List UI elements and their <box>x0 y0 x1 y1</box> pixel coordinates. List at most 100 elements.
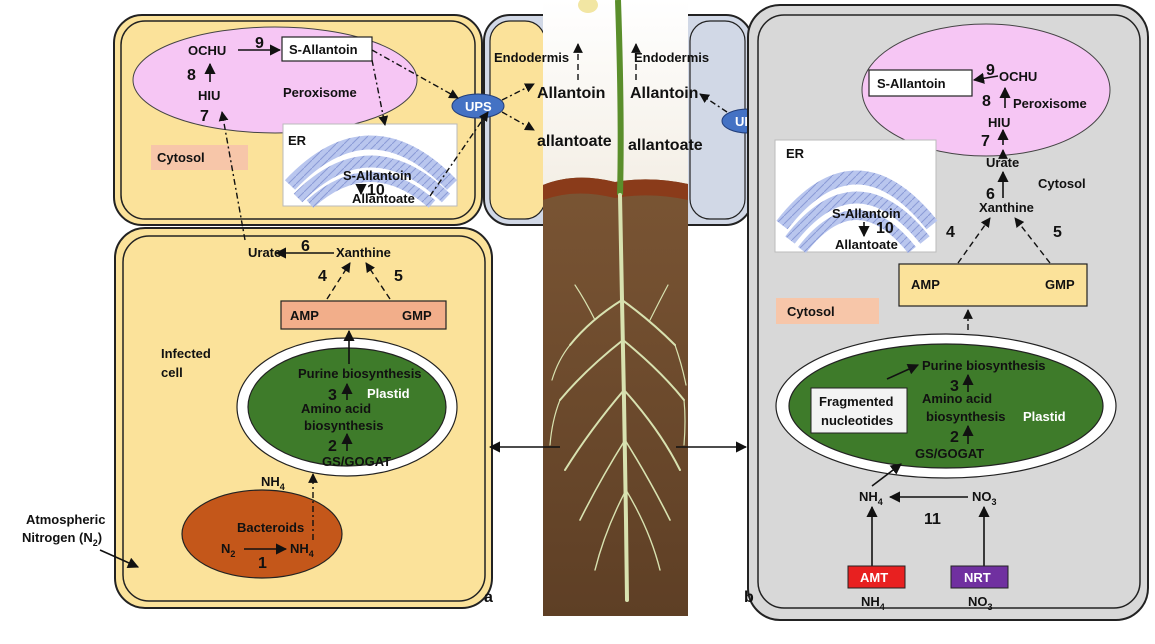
s-allantoin-label: S-Allantoin <box>289 42 358 57</box>
right-s-allantoin-box <box>868 69 973 97</box>
gmp-label: GMP <box>402 308 432 323</box>
nitrogen-label: Nitrogen (N2) <box>22 530 102 548</box>
er-label: ER <box>288 133 307 148</box>
right-peroxisome: S-Allantoin 9 OCHU 8 Peroxisome HIU 7 <box>861 23 1111 157</box>
right-hiu-label: HIU <box>988 115 1010 130</box>
right-amp-label: AMP <box>911 277 940 292</box>
right-urate-label: Urate <box>986 155 1019 170</box>
right-gmp-label: GMP <box>1045 277 1075 292</box>
s-allantoin-box <box>281 36 373 62</box>
step-10-label: 10 <box>367 182 385 199</box>
right-cytosol-tag: Cytosol <box>776 298 879 324</box>
step-1-label: 1 <box>258 555 267 572</box>
ochu-label: OCHU <box>188 43 226 58</box>
right-purine-label: Purine biosynthesis <box>922 358 1046 373</box>
right-no3-label: NO3 <box>972 489 997 507</box>
allantoate-left-label: allantoate <box>537 133 612 150</box>
nrt-no3-label: NO3 <box>968 594 993 612</box>
bacteroids-label: Bacteroids <box>237 520 304 535</box>
step-11-label: 11 <box>924 511 941 528</box>
amt-label: AMT <box>860 570 888 585</box>
right-plastid-label: Plastid <box>1023 409 1066 424</box>
right-amino-acid-label: Amino acid <box>922 391 992 406</box>
left-cytosol-tag: Cytosol <box>151 145 248 170</box>
panel-b-label: b <box>744 589 754 606</box>
step-3-label: 3 <box>328 387 337 404</box>
purine-biosynthesis-label: Purine biosynthesis <box>298 366 422 381</box>
amt-nh4-label: NH4 <box>861 594 885 612</box>
right-er-s-allantoin-label: S-Allantoin <box>832 206 901 221</box>
step-5-label: 5 <box>394 268 403 285</box>
right-cytosol-small-label: Cytosol <box>1038 176 1086 191</box>
infected-cell-label-1: Infected <box>161 346 211 361</box>
right-peroxisome-label: Peroxisome <box>1013 96 1087 111</box>
right-gs-gogat-label: GS/GOGAT <box>915 446 984 461</box>
urate-label: Urate <box>248 245 281 260</box>
allantoin-left-label: Allantoin <box>537 85 605 102</box>
nh4-label: NH4 <box>261 474 285 492</box>
infected-cell-label-2: cell <box>161 365 183 380</box>
allantoin-right-label: Allantoin <box>630 85 698 102</box>
nrt-transporter <box>950 565 1009 589</box>
bacteroids <box>181 489 343 579</box>
ups-left: UPS <box>451 93 505 119</box>
ups-left-label: UPS <box>465 99 492 114</box>
right-er: ER S-Allantoin 10 Allantoate <box>774 139 938 254</box>
cytosol-label: Cytosol <box>157 150 205 165</box>
right-ochu-label: OCHU <box>999 69 1037 84</box>
atmospheric-nitrogen: Atmospheric Nitrogen (N2) <box>22 512 140 568</box>
amino-acid-label: Amino acid <box>301 401 371 416</box>
allantoate-right-label: allantoate <box>628 137 703 154</box>
left-peroxisome: OCHU 9 S-Allantoin 8 HIU Peroxisome 7 <box>132 26 418 134</box>
step-2-label: 2 <box>328 438 337 455</box>
nucleotides-label: nucleotides <box>821 413 893 428</box>
infected-cell-contents: Urate 6 Xanthine 4 5 AMP GMP Infected ce… <box>161 238 458 579</box>
hiu-label: HIU <box>198 88 220 103</box>
fragmented-label: Fragmented <box>819 394 893 409</box>
er-allantoate-label: Allantoate <box>352 191 415 206</box>
right-biosynthesis-label: biosynthesis <box>926 409 1005 424</box>
nh4-bacteroid-label: NH4 <box>290 541 314 559</box>
n2-label: N2 <box>221 541 235 559</box>
fragmented-nucleotides-box <box>810 387 908 434</box>
amt-transporter <box>847 565 906 589</box>
right-cytosol-label: Cytosol <box>787 304 835 319</box>
biosynthesis-label: biosynthesis <box>304 418 383 433</box>
left-er: ER S-Allantoin 10 Allantoate <box>282 123 458 208</box>
step-4-label: 4 <box>318 268 327 285</box>
er-s-allantoin-label: S-Allantoin <box>343 168 412 183</box>
right-step-5-label: 5 <box>1053 224 1062 241</box>
right-step-10-label: 10 <box>876 220 894 237</box>
step-9-label: 9 <box>255 35 264 52</box>
amp-gmp-box <box>280 300 447 330</box>
right-nitrogen-uptake: NH4 NO3 11 AMT NRT NH4 NO3 <box>847 489 1009 612</box>
right-step-9-label: 9 <box>986 62 995 79</box>
amp-label: AMP <box>290 308 319 323</box>
endodermis-left-label: Endodermis <box>494 50 569 65</box>
right-cytosol-contents: Urate 6 Cytosol Xanthine 4 5 <box>946 149 1086 264</box>
endodermis-right-label: Endodermis <box>634 50 709 65</box>
right-nh4-label: NH4 <box>859 489 883 507</box>
right-step-6-label: 6 <box>986 186 995 203</box>
right-step-8-label: 8 <box>982 93 991 110</box>
right-step-3-label: 3 <box>950 378 959 395</box>
right-plastid: Purine biosynthesis 3 Amino acid biosynt… <box>775 333 1117 487</box>
atmospheric-label: Atmospheric <box>26 512 105 527</box>
right-step-2-label: 2 <box>950 429 959 446</box>
right-s-allantoin-label: S-Allantoin <box>877 76 946 91</box>
step-8-label: 8 <box>187 67 196 84</box>
step-6-label: 6 <box>301 238 310 255</box>
gs-gogat-label: GS/GOGAT <box>322 454 391 469</box>
plastid-label: Plastid <box>367 386 410 401</box>
right-er-label: ER <box>786 146 805 161</box>
right-step-4-label: 4 <box>946 224 955 241</box>
right-step-7-label: 7 <box>981 133 990 150</box>
right-er-allantoate-label: Allantoate <box>835 237 898 252</box>
nrt-label: NRT <box>964 570 991 585</box>
peroxisome-label: Peroxisome <box>283 85 357 100</box>
xanthine-label: Xanthine <box>336 245 391 260</box>
step-7-label: 7 <box>200 108 209 125</box>
plant-illustration <box>543 0 688 617</box>
panel-a-label: a <box>484 589 493 606</box>
